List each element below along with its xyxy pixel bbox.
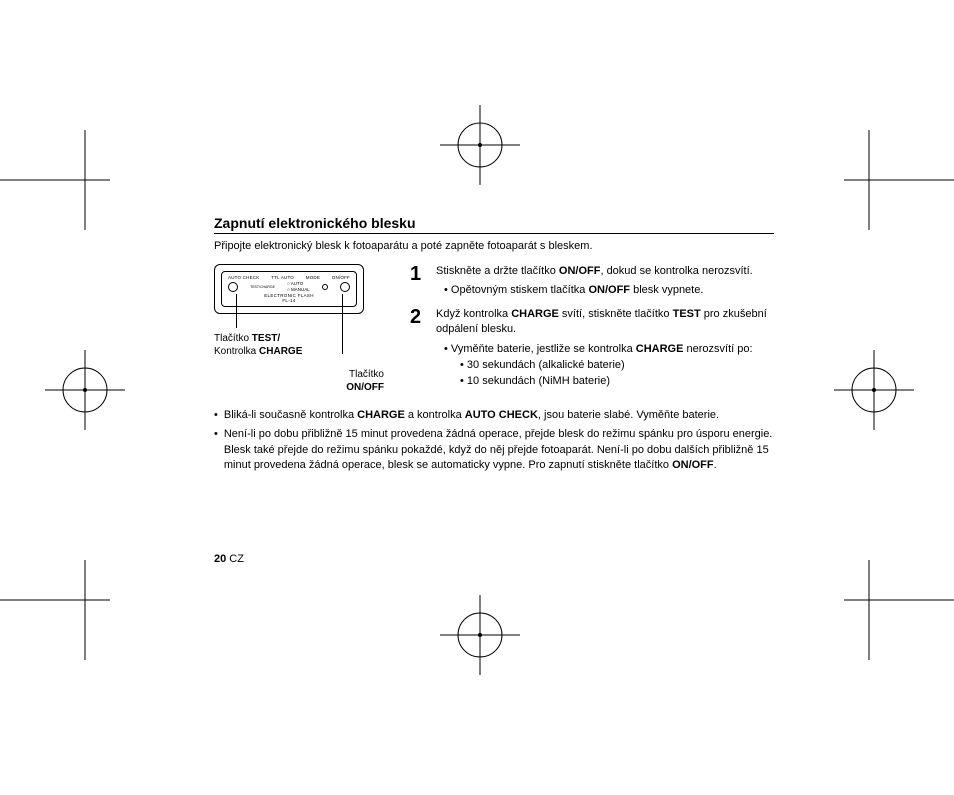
- diag-label: TEST/CHARGE: [250, 285, 275, 289]
- note-item: • Není-li po dobu přibližně 15 minut pro…: [214, 427, 774, 473]
- diagram-column: AUTO CHECK TTL AUTO MODE ON/OFF TEST/CHA…: [214, 264, 394, 394]
- diag-label: AUTO CHECK: [228, 275, 259, 280]
- diag-model-number: FL-14: [228, 298, 350, 303]
- page-content: Zapnutí elektronického blesku Připojte e…: [214, 215, 774, 478]
- crop-mark-tl: [0, 130, 180, 230]
- step-2-subsub-2: 10 sekundách (NiMH baterie): [460, 373, 774, 390]
- steps-column: 1 Stiskněte a držte tlačítko ON/OFF, dok…: [410, 264, 774, 398]
- diag-label: ON/OFF: [332, 275, 350, 280]
- diag-test-button: [228, 282, 238, 292]
- step-1: 1 Stiskněte a držte tlačítko ON/OFF, dok…: [410, 264, 774, 299]
- page-number: 20 CZ: [214, 553, 244, 565]
- step-1-sub: Opětovným stiskem tlačítka ON/OFF blesk …: [444, 283, 753, 298]
- step-2-sub: Vyměňte baterie, jestliže se kontrolka C…: [444, 342, 774, 357]
- step-number: 2: [410, 307, 428, 390]
- pointer-line: [342, 294, 343, 354]
- crop-mark-br: [774, 560, 954, 660]
- crop-target-right: [834, 350, 914, 430]
- crop-target-top: [440, 105, 520, 185]
- crop-target-bottom: [440, 595, 520, 675]
- note-item: • Bliká-li současně kontrolka CHARGE a k…: [214, 408, 774, 423]
- callout-test-charge: Tlačítko TEST/ Kontrolka CHARGE: [214, 332, 394, 358]
- lower-notes: • Bliká-li současně kontrolka CHARGE a k…: [214, 408, 774, 474]
- callout-onoff: Tlačítko ON/OFF: [214, 368, 394, 394]
- crop-target-left: [45, 350, 125, 430]
- intro-text: Připojte elektronický blesk k fotoaparát…: [214, 240, 774, 252]
- step-2-subsub-1: 30 sekundách (alkalické baterie): [460, 357, 774, 374]
- step-number: 1: [410, 264, 428, 299]
- diag-mode-button: [322, 284, 328, 290]
- section-heading: Zapnutí elektronického blesku: [214, 215, 774, 234]
- crop-mark-tr: [774, 130, 954, 230]
- diag-label: TTL AUTO: [271, 275, 294, 280]
- crop-mark-bl: [0, 560, 180, 660]
- diag-label: MODE: [306, 275, 320, 280]
- step-2: 2 Když kontrolka CHARGE svítí, stiskněte…: [410, 307, 774, 390]
- diag-label: ○ AUTO: [287, 281, 310, 286]
- diag-label: ○ MANUAL: [287, 287, 310, 292]
- diag-onoff-button: [340, 282, 350, 292]
- pointer-line: [236, 294, 237, 328]
